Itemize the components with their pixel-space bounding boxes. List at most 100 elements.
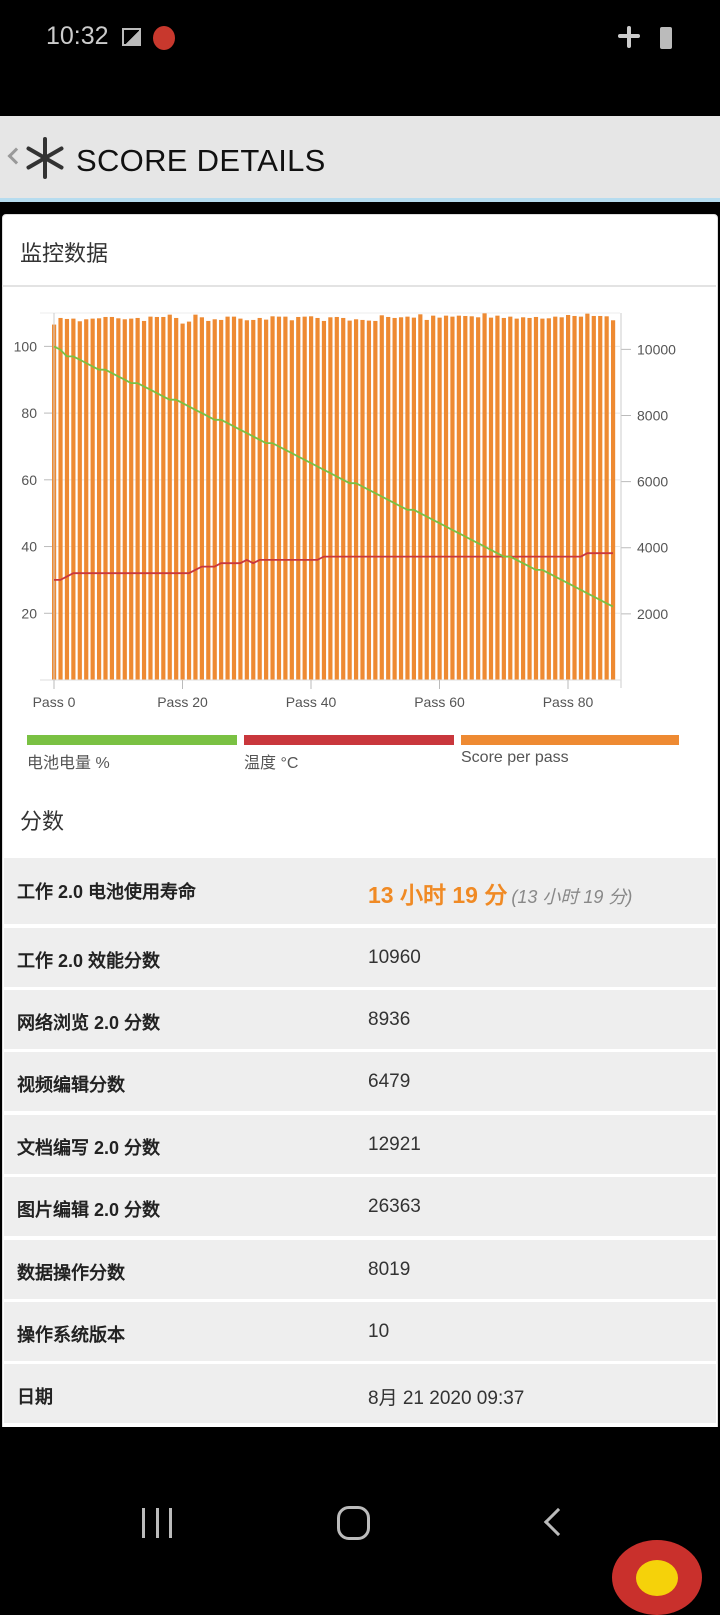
score-bar xyxy=(58,317,63,680)
row-value: 12921 xyxy=(368,1134,421,1155)
score-bar xyxy=(341,317,346,680)
status-bar: 10:32 xyxy=(0,0,720,116)
score-bar xyxy=(238,318,243,680)
row-value: 10960 xyxy=(368,947,421,968)
score-bar xyxy=(476,317,481,680)
divider xyxy=(2,285,716,287)
score-bar xyxy=(347,320,352,680)
score-bar xyxy=(610,320,616,680)
row-value: 6479 xyxy=(368,1071,411,1092)
y-right-tick-label: 2000 xyxy=(637,606,668,622)
airplane-mode-icon xyxy=(618,26,640,48)
row-label: 操作系统版本 xyxy=(17,1325,125,1345)
score-bar xyxy=(96,318,102,680)
score-bar xyxy=(251,319,256,680)
score-bar xyxy=(103,316,108,680)
score-bar xyxy=(469,316,474,680)
score-row: 日期 8月 21 2020 09:37 xyxy=(4,1364,716,1423)
score-bar xyxy=(180,323,185,680)
score-row: 视频编辑分数 6479 xyxy=(4,1052,716,1111)
score-bar xyxy=(508,316,513,680)
page-title: SCORE DETAILS xyxy=(76,143,326,178)
score-bar xyxy=(373,320,378,680)
score-bar xyxy=(604,316,609,680)
score-bar xyxy=(206,320,211,680)
score-bar xyxy=(366,320,372,680)
score-bar xyxy=(482,313,487,680)
score-bar xyxy=(199,317,204,680)
legend-battery: 电池电量 % xyxy=(27,735,237,773)
score-bar xyxy=(212,319,217,680)
x-tick-label: Pass 20 xyxy=(157,694,208,710)
score-bar xyxy=(578,316,584,680)
score-bar xyxy=(450,316,455,680)
eprice-watermark-logo xyxy=(612,1540,702,1615)
score-row: 文档编写 2.0 分数 12921 xyxy=(4,1115,716,1174)
score-bar xyxy=(148,316,153,680)
score-bar xyxy=(418,314,423,680)
battery-life-values: 13 小时 19 分 (13 小时 19 分) xyxy=(368,876,632,910)
score-bar xyxy=(135,317,140,680)
score-bar xyxy=(141,320,147,680)
legend-label: 电池电量 % xyxy=(27,755,110,772)
temperature-line xyxy=(54,552,613,581)
row-label: 网络浏览 2.0 分数 xyxy=(17,1013,161,1033)
score-bar xyxy=(309,316,314,680)
row-value: 26363 xyxy=(368,1196,421,1217)
score-bar xyxy=(553,316,558,680)
legend-label: 温度 °C xyxy=(244,755,299,772)
score-bar xyxy=(90,318,95,680)
recent-apps-icon[interactable] xyxy=(142,1508,172,1538)
monitor-section-title: 监控数据 xyxy=(20,241,109,266)
legend-swatch xyxy=(244,735,454,745)
scores-section-title: 分数 xyxy=(20,809,65,834)
score-bar xyxy=(501,317,506,680)
legend-swatch xyxy=(461,735,679,745)
x-tick-label: Pass 60 xyxy=(414,694,465,710)
score-bar xyxy=(405,316,410,680)
y-left-tick-label: 40 xyxy=(21,539,37,555)
score-row-battery-life: 工作 2.0 电池使用寿命 13 小时 19 分 (13 小时 19 分) xyxy=(4,858,716,924)
score-bar xyxy=(289,320,294,680)
legend-temperature: 温度 °C xyxy=(244,735,454,773)
row-label: 日期 xyxy=(17,1387,53,1407)
home-icon[interactable] xyxy=(337,1506,370,1540)
score-bar xyxy=(321,320,327,680)
score-bar xyxy=(463,315,468,680)
row-label: 工作 2.0 电池使用寿命 xyxy=(17,882,197,902)
score-row: 图片编辑 2.0 分数 26363 xyxy=(4,1177,716,1236)
score-bar xyxy=(379,315,384,680)
app-bar: SCORE DETAILS xyxy=(0,116,720,202)
legend-score: Score per pass xyxy=(461,735,679,767)
score-bar xyxy=(71,318,76,680)
y-left-tick-label: 60 xyxy=(21,472,37,488)
score-bar xyxy=(161,316,166,680)
score-bar xyxy=(257,317,262,680)
legend-label: Score per pass xyxy=(461,749,569,766)
legend-swatch xyxy=(27,735,237,745)
gallery-icon xyxy=(122,28,141,46)
score-bar xyxy=(84,319,89,680)
score-bar xyxy=(174,317,179,680)
score-bar xyxy=(276,316,282,680)
score-bar xyxy=(559,317,564,680)
score-row: 操作系统版本 10 xyxy=(4,1302,716,1361)
monitor-chart: 20 40 60 80 100 2000 4000 6000 8000 10000 Pass 0 Pa… xyxy=(14,312,676,710)
row-value: 8月 21 2020 09:37 xyxy=(368,1388,525,1409)
score-bar xyxy=(296,316,301,680)
antutu-app-icon xyxy=(153,26,175,50)
score-bar xyxy=(437,317,442,680)
score-bar xyxy=(129,318,134,680)
score-bar xyxy=(411,317,416,680)
score-bar xyxy=(598,315,603,680)
row-label: 文档编写 2.0 分数 xyxy=(17,1138,161,1158)
score-bar xyxy=(488,317,494,680)
snowflake-icon xyxy=(26,137,64,179)
row-label: 工作 2.0 效能分数 xyxy=(17,951,161,971)
score-bar xyxy=(386,316,391,680)
score-bar xyxy=(77,321,82,680)
score-bar xyxy=(154,316,159,680)
battery-line xyxy=(53,345,614,608)
score-bar xyxy=(283,316,288,680)
score-bar xyxy=(533,316,539,680)
